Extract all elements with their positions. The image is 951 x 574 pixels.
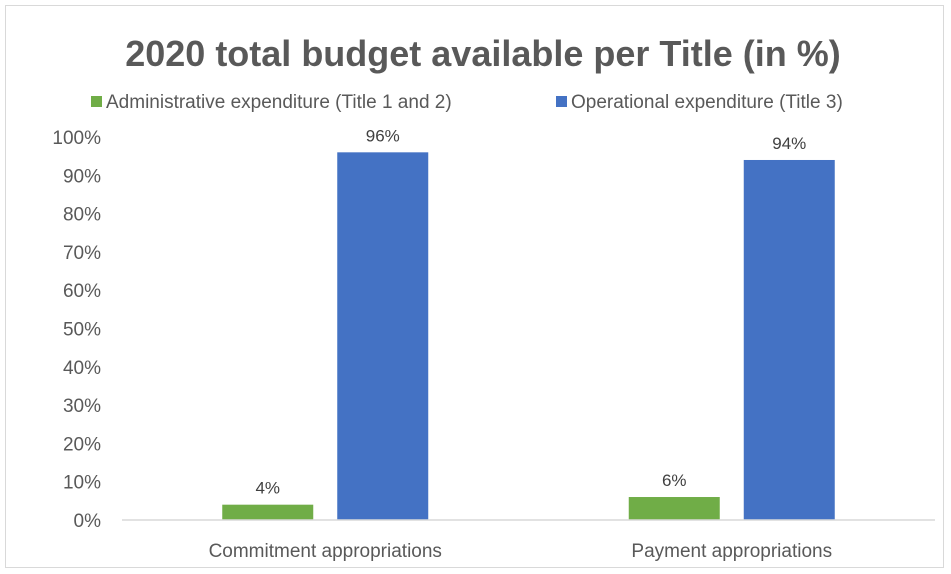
legend-swatch	[91, 96, 102, 107]
data-label: 94%	[772, 134, 806, 153]
x-category-label: Payment appropriations	[631, 541, 832, 562]
x-axis: Commitment appropriations Payment appropr…	[122, 519, 935, 562]
y-tick-label: 70%	[63, 243, 101, 264]
y-tick-label: 0%	[74, 511, 102, 532]
y-tick-label: 80%	[63, 205, 101, 226]
data-label: 6%	[662, 471, 687, 490]
y-tick-label: 90%	[63, 166, 101, 187]
x-category-label: Commitment appropriations	[209, 541, 442, 562]
bar-administrative-payment	[628, 497, 720, 520]
y-axis: 0% 10% 20% 30% 40% 50% 60% 70% 80% 90% 100%	[52, 128, 101, 532]
chart-title: 2020 total budget available per Title (i…	[125, 33, 841, 74]
y-tick-label: 40%	[63, 358, 101, 379]
bars	[222, 152, 835, 521]
bar-administrative-commitment	[222, 504, 314, 520]
bar-operational-payment	[743, 159, 835, 521]
data-label: 96%	[366, 126, 400, 145]
legend-swatch	[556, 96, 567, 107]
data-labels: 4% 96% 6% 94%	[255, 126, 806, 497]
legend-label: Administrative expenditure (Title 1 and …	[106, 92, 452, 113]
bar-operational-commitment	[337, 152, 429, 520]
y-tick-label: 20%	[63, 434, 101, 455]
y-tick-label: 50%	[63, 320, 101, 341]
data-label: 4%	[255, 479, 280, 498]
legend: Administrative expenditure (Title 1 and …	[91, 92, 843, 113]
y-tick-label: 60%	[63, 281, 101, 302]
y-tick-label: 100%	[52, 128, 101, 149]
y-tick-label: 30%	[63, 396, 101, 417]
legend-label: Operational expenditure (Title 3)	[571, 92, 843, 113]
y-tick-label: 10%	[63, 473, 101, 494]
